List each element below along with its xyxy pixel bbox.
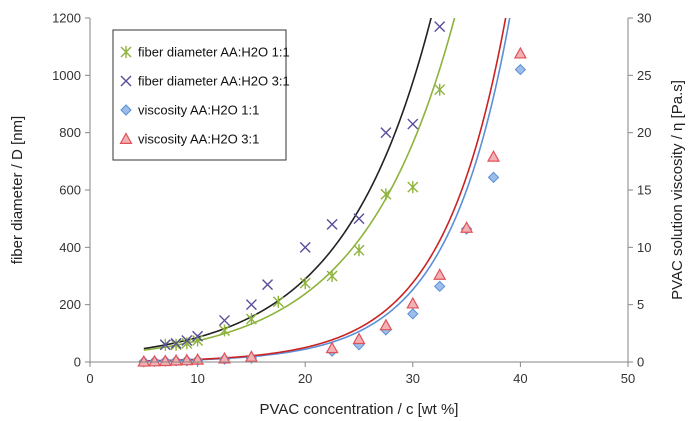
y-tick-label: 1200 [52,11,81,26]
data-point [460,221,474,233]
data-point [245,313,257,325]
legend: fiber diameter AA:H2O 1:1 fiber diameter … [112,29,290,161]
axes: 0 10 20 30 40 5002004006008001000120005101520… [52,11,651,387]
data-point [514,63,527,76]
data-point [326,218,338,230]
y-tick-label: 200 [59,297,81,312]
data-point [181,335,193,346]
data-point [159,339,171,351]
x-tick-label: 30 [406,371,420,386]
legend-box [112,29,287,161]
legend-marker [120,46,132,58]
y2-tick-label: 25 [637,68,651,83]
y-axis-title: fiber diameter / D [nm] [9,116,26,264]
data-point [487,171,500,184]
data-point [262,279,274,291]
y2-tick-label: 10 [637,240,651,255]
data-point [299,241,311,253]
data-point [169,353,183,366]
data-point [406,296,420,309]
data-point [170,338,182,351]
x-tick-label: 50 [621,371,635,386]
legend-marker [120,104,132,116]
y2-tick-label: 30 [637,11,651,26]
data-point [219,324,230,337]
data-point [137,354,151,367]
y-tick-label: 800 [59,125,81,140]
y2-axis-title: PVAC solution viscosity / η [Pa.s] [669,80,686,300]
fit-curve [143,18,432,350]
x-tick-label: 20 [298,371,312,386]
data-point [245,299,257,311]
data-point [353,244,365,257]
data-point [433,280,446,293]
data-point [379,318,393,331]
legend-label: fiber diameter AA:H2O 3:1 [138,74,290,89]
data-point [326,270,338,282]
x-tick-label: 10 [190,371,204,386]
data-point [486,150,501,162]
y2-tick-label: 5 [637,297,644,312]
data-point [158,354,172,367]
fit-curve [143,18,507,362]
data-point [352,332,366,345]
data-point [272,295,284,308]
data-point [353,213,365,225]
data-point [380,127,392,139]
data-point [299,277,311,290]
data-point [380,188,392,201]
legend-marker [119,132,133,144]
data-point [192,330,204,342]
y2-tick-label: 0 [637,355,644,370]
legend-marker [120,75,132,87]
data-point [325,341,339,354]
data-point [407,118,419,130]
data-point [244,350,258,362]
y-tick-label: 600 [59,183,81,198]
y-tick-label: 0 [74,355,81,370]
legend-label: viscosity AA:H2O 1:1 [138,103,259,118]
y2-tick-label: 20 [637,125,651,140]
data-point [407,308,419,320]
legend-label: fiber diameter AA:H2O 1:1 [138,45,290,60]
y2-tick-label: 15 [637,183,651,198]
data-point [434,21,446,33]
y-tick-label: 1000 [52,68,81,83]
data-point [513,46,527,59]
x-tick-label: 0 [86,371,93,386]
data-point [219,314,230,326]
data-point [148,354,162,367]
x-axis-title: PVAC concentration / c [wt %] [260,401,459,418]
x-tick-label: 40 [513,371,527,386]
data-point [433,268,447,280]
data-point [170,337,182,349]
legend-label: viscosity AA:H2O 3:1 [138,132,259,147]
data-point [217,351,232,364]
data-point [434,83,446,96]
data-point [181,337,193,350]
y-tick-label: 400 [59,240,81,255]
data-point [407,181,419,194]
